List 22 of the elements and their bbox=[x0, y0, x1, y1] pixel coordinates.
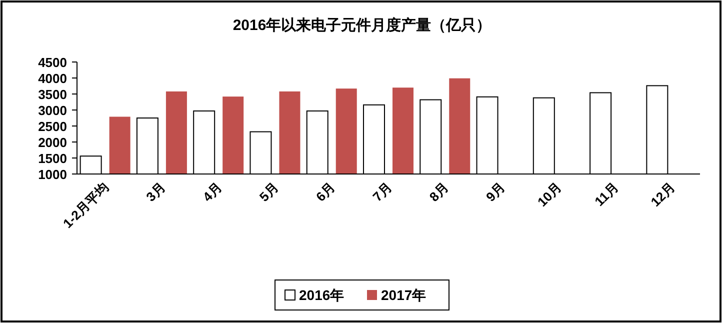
x-tick-label: 3月 bbox=[143, 180, 168, 204]
legend-label: 2017年 bbox=[381, 287, 426, 303]
x-tick-label: 10月 bbox=[534, 180, 565, 210]
x-tick-label: 5月 bbox=[256, 180, 282, 204]
x-tick-label: 7月 bbox=[370, 180, 395, 204]
y-tick-label: 4500 bbox=[38, 55, 67, 70]
y-tick-label: 2000 bbox=[38, 135, 67, 150]
y-tick-label: 3000 bbox=[38, 103, 67, 118]
chart-title: 2016年以来电子元件月度产量（亿只） bbox=[232, 16, 492, 34]
x-tick-label: 6月 bbox=[313, 180, 338, 204]
y-tick-label: 3500 bbox=[38, 87, 67, 102]
y-tick-label: 1500 bbox=[38, 151, 67, 166]
legend-label: 2016年 bbox=[299, 287, 344, 303]
x-tick-label: 12月 bbox=[648, 180, 678, 210]
x-tick-label: 8月 bbox=[426, 180, 452, 204]
x-tick-label: 9月 bbox=[482, 180, 508, 204]
x-tick-label: 11月 bbox=[592, 180, 622, 210]
x-tick-label: 1-2月平均 bbox=[60, 180, 112, 231]
y-tick-label: 1000 bbox=[38, 167, 67, 182]
x-tick-label: 4月 bbox=[200, 180, 225, 204]
y-tick-label: 4000 bbox=[38, 71, 67, 86]
y-tick-label: 2500 bbox=[38, 119, 67, 134]
